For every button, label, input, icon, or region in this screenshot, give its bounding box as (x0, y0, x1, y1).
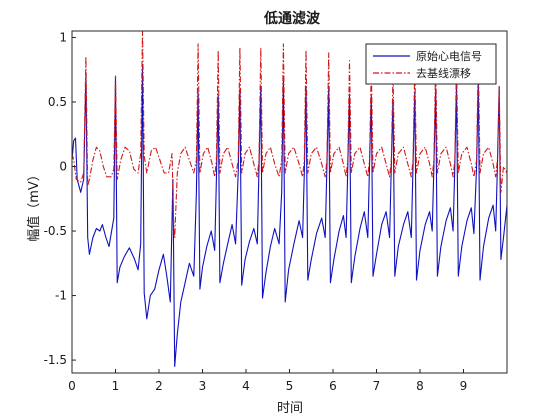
legend: 原始心电信号 去基线漂移 (365, 43, 497, 85)
y-tick-label: -1.5 (44, 353, 67, 367)
legend-label-baseline-removed: 去基线漂移 (416, 66, 471, 80)
x-tick-label: 6 (329, 379, 337, 393)
x-axis-label: 时间 (277, 401, 303, 416)
y-axis: -1.5 -1 -0.5 0 0.5 1 (44, 30, 76, 367)
x-tick-label: 4 (242, 379, 250, 393)
x-tick-label: 7 (373, 379, 381, 393)
y-tick-label: -0.5 (44, 224, 67, 238)
y-tick-label: -1 (55, 289, 67, 303)
x-tick-label: 8 (416, 379, 424, 393)
y-axis-label: 幅值（mV） (26, 168, 42, 242)
x-tick-label: 9 (460, 379, 468, 393)
y-tick-label: 0.5 (48, 95, 67, 109)
x-tick-label: 3 (199, 379, 207, 393)
y-tick-label: 1 (59, 30, 67, 44)
chart-title: 低通滤波 (263, 10, 321, 27)
legend-box (365, 43, 497, 85)
legend-label-original: 原始心电信号 (416, 49, 482, 63)
series-line-original (72, 65, 507, 368)
series-layer (72, 31, 507, 368)
x-tick-label: 5 (286, 379, 294, 393)
y-tick-label: 0 (59, 160, 67, 174)
x-tick-label: 1 (112, 379, 120, 393)
series-line-baseline-removed (72, 31, 507, 239)
x-tick-label: 2 (155, 379, 163, 393)
x-axis: 0 1 2 3 4 5 6 7 8 9 (68, 369, 467, 393)
x-tick-label: 0 (68, 379, 76, 393)
